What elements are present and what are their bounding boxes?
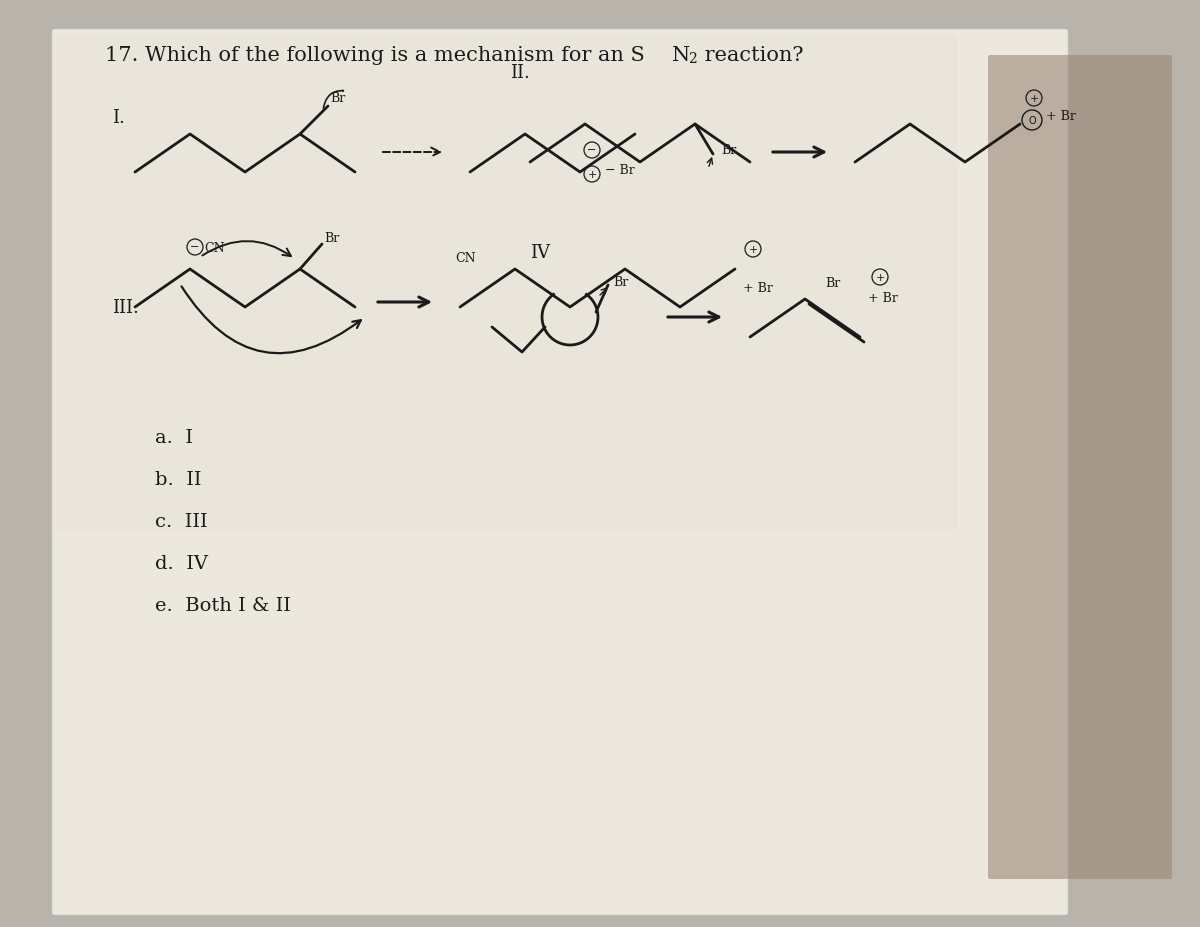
Text: Br: Br (721, 144, 737, 157)
FancyArrowPatch shape (323, 91, 343, 109)
Text: +: + (587, 170, 596, 180)
Text: −: − (587, 145, 596, 155)
Text: I.: I. (112, 108, 125, 127)
Text: + Br: + Br (868, 292, 898, 305)
Text: +: + (749, 245, 757, 255)
Text: CN: CN (204, 241, 224, 254)
Text: Br: Br (330, 92, 346, 105)
Text: −: − (191, 242, 199, 252)
Text: b.  II: b. II (155, 471, 202, 489)
Text: a.  I: a. I (155, 428, 193, 447)
Text: reaction?: reaction? (698, 46, 804, 65)
FancyBboxPatch shape (52, 30, 1068, 915)
Text: + Br: + Br (743, 282, 773, 295)
Text: III.: III. (112, 298, 139, 317)
Text: c.  III: c. III (155, 513, 208, 530)
FancyBboxPatch shape (52, 35, 958, 530)
Text: O: O (1028, 116, 1036, 126)
Text: N: N (672, 46, 690, 65)
Text: II.: II. (510, 64, 530, 82)
Text: IV: IV (530, 244, 550, 261)
FancyArrowPatch shape (203, 242, 290, 257)
Text: +: + (875, 273, 884, 283)
Text: − Br: − Br (605, 163, 635, 176)
Text: 17. Which of the following is a mechanism for an S: 17. Which of the following is a mechanis… (106, 46, 644, 65)
Text: + Br: + Br (1046, 110, 1076, 123)
FancyArrowPatch shape (181, 287, 361, 354)
Text: Br: Br (324, 232, 340, 245)
Text: CN: CN (455, 252, 475, 265)
FancyBboxPatch shape (988, 56, 1172, 879)
Text: d.  IV: d. IV (155, 554, 208, 572)
Text: e.  Both I & II: e. Both I & II (155, 596, 290, 615)
Text: 2: 2 (688, 52, 697, 66)
Text: Br: Br (826, 276, 840, 289)
Text: +: + (1030, 94, 1039, 104)
Text: Br: Br (613, 276, 629, 289)
